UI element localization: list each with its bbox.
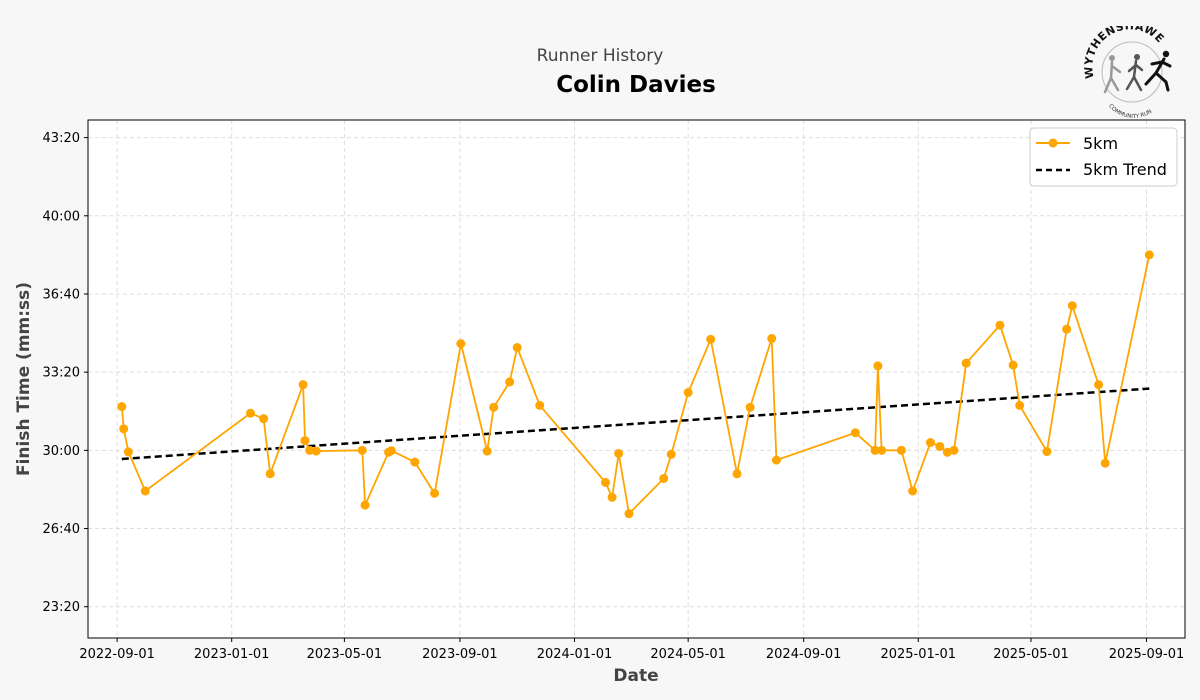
chart-title: Colin Davies bbox=[556, 72, 716, 98]
data-point bbox=[771, 455, 781, 465]
data-point bbox=[1042, 447, 1052, 457]
series-layer bbox=[117, 250, 1154, 519]
y-tick-label: 33:20 bbox=[43, 366, 80, 381]
data-point bbox=[607, 492, 617, 502]
data-point bbox=[873, 361, 883, 371]
data-point bbox=[482, 446, 492, 456]
data-point bbox=[683, 387, 693, 397]
plot-area bbox=[88, 120, 1185, 638]
data-point bbox=[300, 436, 310, 446]
plot-frame bbox=[87, 119, 1186, 639]
data-point bbox=[925, 438, 935, 448]
y-axis-label: Finish Time (mm:ss) bbox=[14, 282, 34, 476]
data-point bbox=[1144, 250, 1154, 260]
data-point bbox=[659, 473, 669, 483]
runner-mid-icon bbox=[1125, 54, 1144, 92]
x-tick-label: 2023-05-01 bbox=[307, 647, 383, 662]
data-point bbox=[949, 445, 959, 455]
data-point bbox=[456, 339, 466, 349]
data-point bbox=[410, 457, 420, 467]
data-point bbox=[850, 428, 860, 438]
data-point bbox=[877, 445, 887, 455]
data-point bbox=[624, 509, 634, 519]
data-point bbox=[119, 424, 129, 434]
y-tick-label: 30:00 bbox=[43, 444, 80, 459]
data-point bbox=[305, 445, 315, 455]
data-point bbox=[357, 445, 367, 455]
data-point bbox=[961, 358, 971, 368]
x-tick-label: 2024-09-01 bbox=[766, 647, 842, 662]
data-point bbox=[123, 447, 133, 457]
legend-trend-label: 5km Trend bbox=[1083, 160, 1167, 179]
data-point bbox=[935, 441, 945, 451]
legend-5km-label: 5km bbox=[1083, 134, 1118, 153]
data-point bbox=[1094, 380, 1104, 390]
x-tick-label: 2025-01-01 bbox=[880, 647, 956, 662]
data-point bbox=[601, 477, 611, 487]
y-axis: 23:20 26:40 30:00 33:20 36:40 40:00 43:20 bbox=[43, 131, 88, 615]
data-point bbox=[505, 377, 515, 387]
legend: 5km 5km Trend bbox=[1029, 127, 1178, 187]
data-point bbox=[1100, 458, 1110, 468]
data-point bbox=[298, 380, 308, 390]
x-tick-label: 2025-05-01 bbox=[993, 647, 1069, 662]
data-point bbox=[265, 469, 275, 479]
runner-dark-icon bbox=[1144, 50, 1172, 92]
data-point bbox=[995, 320, 1005, 330]
legend-5km-marker bbox=[1048, 138, 1058, 148]
data-point bbox=[745, 402, 755, 412]
data-point bbox=[311, 446, 321, 456]
data-point bbox=[896, 445, 906, 455]
data-point bbox=[245, 408, 255, 418]
data-point bbox=[117, 402, 127, 412]
x-tick-label: 2023-09-01 bbox=[422, 647, 498, 662]
y-tick-label: 23:20 bbox=[43, 600, 80, 615]
data-point bbox=[706, 334, 716, 344]
chart-super-title: Runner History bbox=[536, 46, 664, 66]
y-tick-label: 26:40 bbox=[43, 522, 80, 537]
grid bbox=[88, 120, 1185, 638]
data-point bbox=[732, 469, 742, 479]
data-point bbox=[767, 334, 777, 344]
data-point bbox=[870, 445, 880, 455]
y-tick-label: 36:40 bbox=[43, 287, 80, 302]
svg-text:COMMUNITY RUN: COMMUNITY RUN bbox=[1107, 103, 1153, 118]
data-point bbox=[360, 500, 370, 510]
data-point bbox=[430, 488, 440, 498]
x-axis: 2022-09-01 2023-01-01 2023-05-01 2023-09-01… bbox=[79, 638, 1184, 662]
trend-line bbox=[121, 387, 1150, 461]
data-point bbox=[140, 486, 150, 496]
data-point bbox=[535, 400, 545, 410]
data-point bbox=[1015, 400, 1025, 410]
data-point bbox=[908, 486, 918, 496]
y-tick-label: 43:20 bbox=[43, 131, 80, 146]
y-tick-label: 40:00 bbox=[43, 209, 80, 224]
data-point bbox=[259, 414, 269, 424]
logo-ring bbox=[1101, 41, 1163, 103]
data-point bbox=[1008, 360, 1018, 370]
x-tick-label: 2025-09-01 bbox=[1109, 647, 1185, 662]
x-tick-label: 2022-09-01 bbox=[79, 647, 155, 662]
runner-light-icon bbox=[1103, 55, 1122, 94]
x-tick-label: 2024-05-01 bbox=[650, 647, 726, 662]
data-point bbox=[489, 402, 499, 412]
data-point bbox=[1067, 301, 1077, 311]
data-point bbox=[386, 446, 396, 456]
x-tick-label: 2024-01-01 bbox=[537, 647, 613, 662]
x-axis-label: Date bbox=[613, 666, 658, 686]
data-point bbox=[512, 343, 522, 353]
logo-graphic: WYTHENSHAWE COMMUNITY RUN bbox=[1082, 19, 1172, 120]
data-point bbox=[666, 449, 676, 459]
wythenshawe-logo: WYTHENSHAWE COMMUNITY RUN bbox=[1082, 19, 1176, 120]
x-tick-label: 2023-01-01 bbox=[194, 647, 270, 662]
data-point bbox=[1062, 324, 1072, 334]
data-point bbox=[614, 448, 624, 458]
